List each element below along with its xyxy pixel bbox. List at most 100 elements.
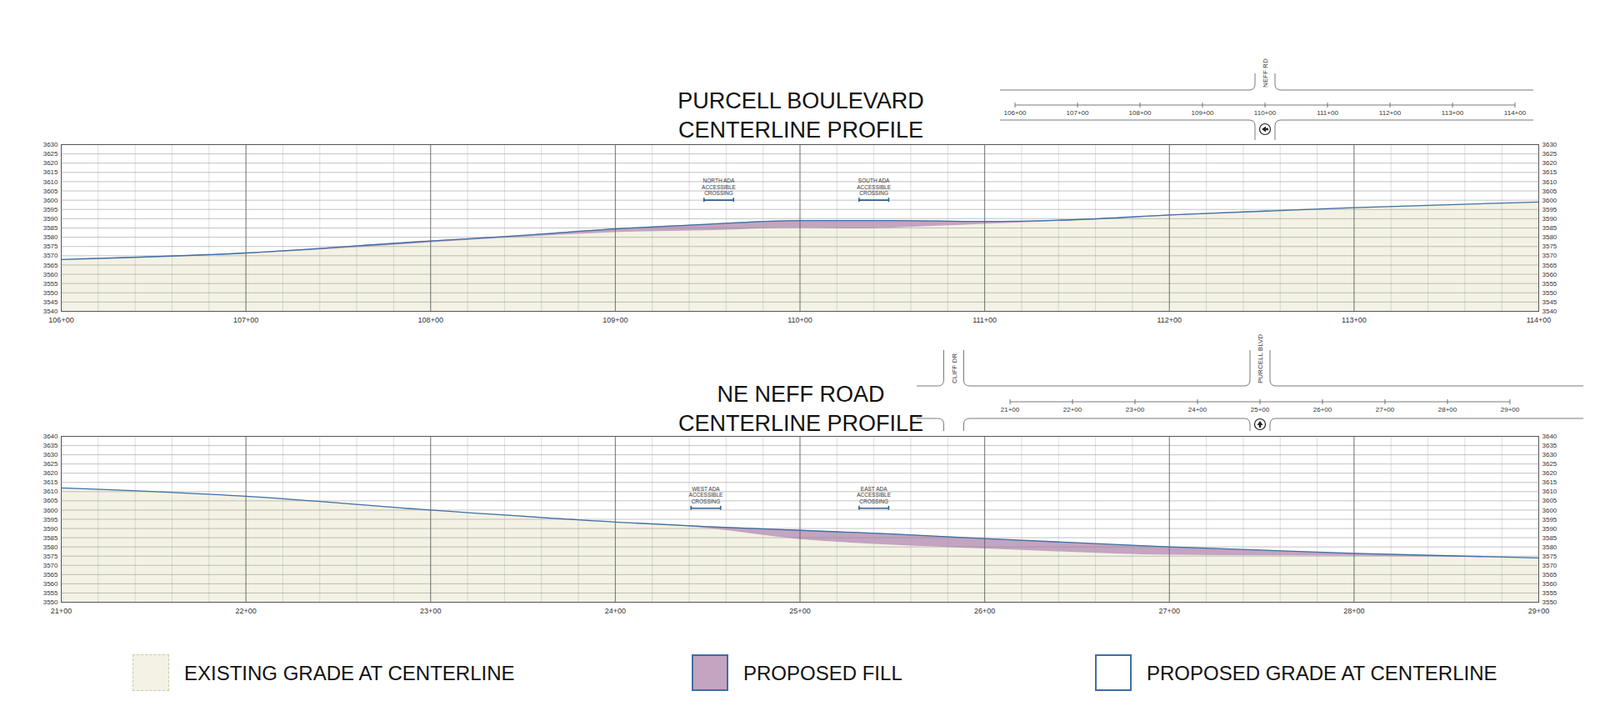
svg-text:109+00: 109+00 [1191,109,1215,117]
svg-text:3555: 3555 [1542,280,1558,288]
svg-text:3570: 3570 [1542,561,1558,570]
svg-text:3545: 3545 [1542,298,1558,306]
svg-text:3625: 3625 [1542,150,1558,158]
svg-text:3540: 3540 [1542,307,1558,315]
svg-text:23+00: 23+00 [420,606,441,615]
svg-text:110+00: 110+00 [787,315,813,325]
svg-text:3630: 3630 [1542,450,1558,459]
svg-text:113+00: 113+00 [1441,109,1465,117]
svg-text:3595: 3595 [1542,205,1558,214]
svg-text:3550: 3550 [43,598,59,606]
svg-text:3595: 3595 [43,205,59,214]
svg-text:21+00: 21+00 [1000,405,1020,414]
svg-text:3610: 3610 [43,487,59,495]
svg-text:3640: 3640 [1542,432,1558,440]
svg-text:3560: 3560 [43,580,59,588]
svg-text:3580: 3580 [43,543,59,551]
svg-text:106+00: 106+00 [48,315,74,325]
svg-text:3620: 3620 [43,159,59,167]
svg-text:3640: 3640 [43,432,59,440]
svg-text:3625: 3625 [1542,460,1558,468]
svg-text:27+00: 27+00 [1375,405,1395,414]
svg-text:3545: 3545 [43,298,59,306]
svg-text:3630: 3630 [43,450,59,459]
svg-text:3550: 3550 [1542,289,1558,297]
svg-text:3590: 3590 [1542,525,1558,533]
svg-text:3585: 3585 [43,224,59,232]
svg-text:22+00: 22+00 [235,606,256,615]
svg-text:3555: 3555 [43,280,59,288]
svg-text:26+00: 26+00 [974,606,995,615]
svg-text:3550: 3550 [43,289,59,297]
svg-text:24+00: 24+00 [605,606,626,615]
svg-text:24+00: 24+00 [1188,405,1208,414]
svg-text:3570: 3570 [43,561,59,570]
svg-text:3585: 3585 [1542,224,1558,232]
svg-text:3540: 3540 [43,307,59,315]
svg-text:3600: 3600 [43,506,59,515]
svg-text:27+00: 27+00 [1159,606,1180,615]
svg-text:3580: 3580 [1542,543,1558,551]
svg-text:111+00: 111+00 [1316,109,1339,117]
svg-text:108+00: 108+00 [418,315,444,325]
svg-text:3580: 3580 [43,233,59,241]
svg-text:22+00: 22+00 [1063,405,1083,414]
svg-text:3555: 3555 [43,589,59,597]
svg-text:114+00: 114+00 [1504,109,1527,117]
svg-text:3555: 3555 [1542,589,1558,597]
svg-text:106+00: 106+00 [1004,109,1027,117]
svg-text:3570: 3570 [43,251,59,260]
svg-text:3620: 3620 [1542,159,1558,167]
svg-text:3585: 3585 [1542,534,1558,542]
svg-text:21+00: 21+00 [50,606,72,615]
svg-text:CLIFF DR: CLIFF DR [950,353,959,384]
svg-text:25+00: 25+00 [1250,405,1270,414]
svg-text:3625: 3625 [43,460,59,468]
svg-text:112+00: 112+00 [1156,315,1182,325]
svg-text:111+00: 111+00 [972,315,997,325]
svg-text:3620: 3620 [1542,469,1558,477]
svg-text:3595: 3595 [43,515,59,524]
svg-text:3605: 3605 [1542,496,1558,505]
svg-text:3560: 3560 [43,270,59,279]
svg-text:107+00: 107+00 [233,315,259,325]
svg-text:3595: 3595 [1542,515,1558,524]
svg-text:3615: 3615 [1542,168,1558,176]
svg-text:NEFF RD: NEFF RD [1261,58,1270,88]
svg-text:3615: 3615 [43,478,59,486]
svg-text:WEST ADAACCESSIBLECROSSING: WEST ADAACCESSIBLECROSSING [689,485,724,505]
svg-text:3585: 3585 [43,534,59,542]
svg-text:26+00: 26+00 [1313,405,1333,414]
svg-text:113+00: 113+00 [1341,315,1367,325]
svg-text:28+00: 28+00 [1343,606,1365,615]
svg-text:109+00: 109+00 [602,315,628,325]
svg-text:3600: 3600 [1542,196,1558,205]
svg-text:PURCELL BLVD: PURCELL BLVD [1256,334,1265,384]
svg-text:23+00: 23+00 [1125,405,1145,414]
svg-text:3600: 3600 [43,196,59,205]
svg-text:3565: 3565 [1542,261,1558,270]
svg-text:3565: 3565 [43,261,59,270]
svg-text:3625: 3625 [43,150,59,158]
svg-text:3570: 3570 [1542,251,1558,260]
svg-text:3610: 3610 [43,178,59,186]
svg-text:3565: 3565 [43,570,59,579]
svg-text:3615: 3615 [43,168,59,176]
svg-text:3560: 3560 [1542,270,1558,279]
svg-text:114+00: 114+00 [1526,315,1552,325]
svg-text:25+00: 25+00 [789,606,810,615]
svg-text:3560: 3560 [1542,580,1558,588]
svg-text:3610: 3610 [1542,487,1558,495]
svg-text:3620: 3620 [43,469,59,477]
svg-text:3635: 3635 [1542,441,1558,450]
svg-text:EAST ADAACCESSIBLECROSSING: EAST ADAACCESSIBLECROSSING [856,485,891,505]
svg-text:110+00: 110+00 [1254,109,1277,117]
svg-text:3550: 3550 [1542,598,1558,606]
svg-text:3630: 3630 [43,140,59,149]
svg-text:3635: 3635 [43,441,59,450]
svg-text:3575: 3575 [43,552,59,560]
svg-text:SOUTH ADAACCESSIBLECROSSING: SOUTH ADAACCESSIBLECROSSING [856,177,891,196]
svg-text:3605: 3605 [1542,187,1558,195]
svg-text:3605: 3605 [43,496,59,505]
svg-text:3580: 3580 [1542,233,1558,241]
